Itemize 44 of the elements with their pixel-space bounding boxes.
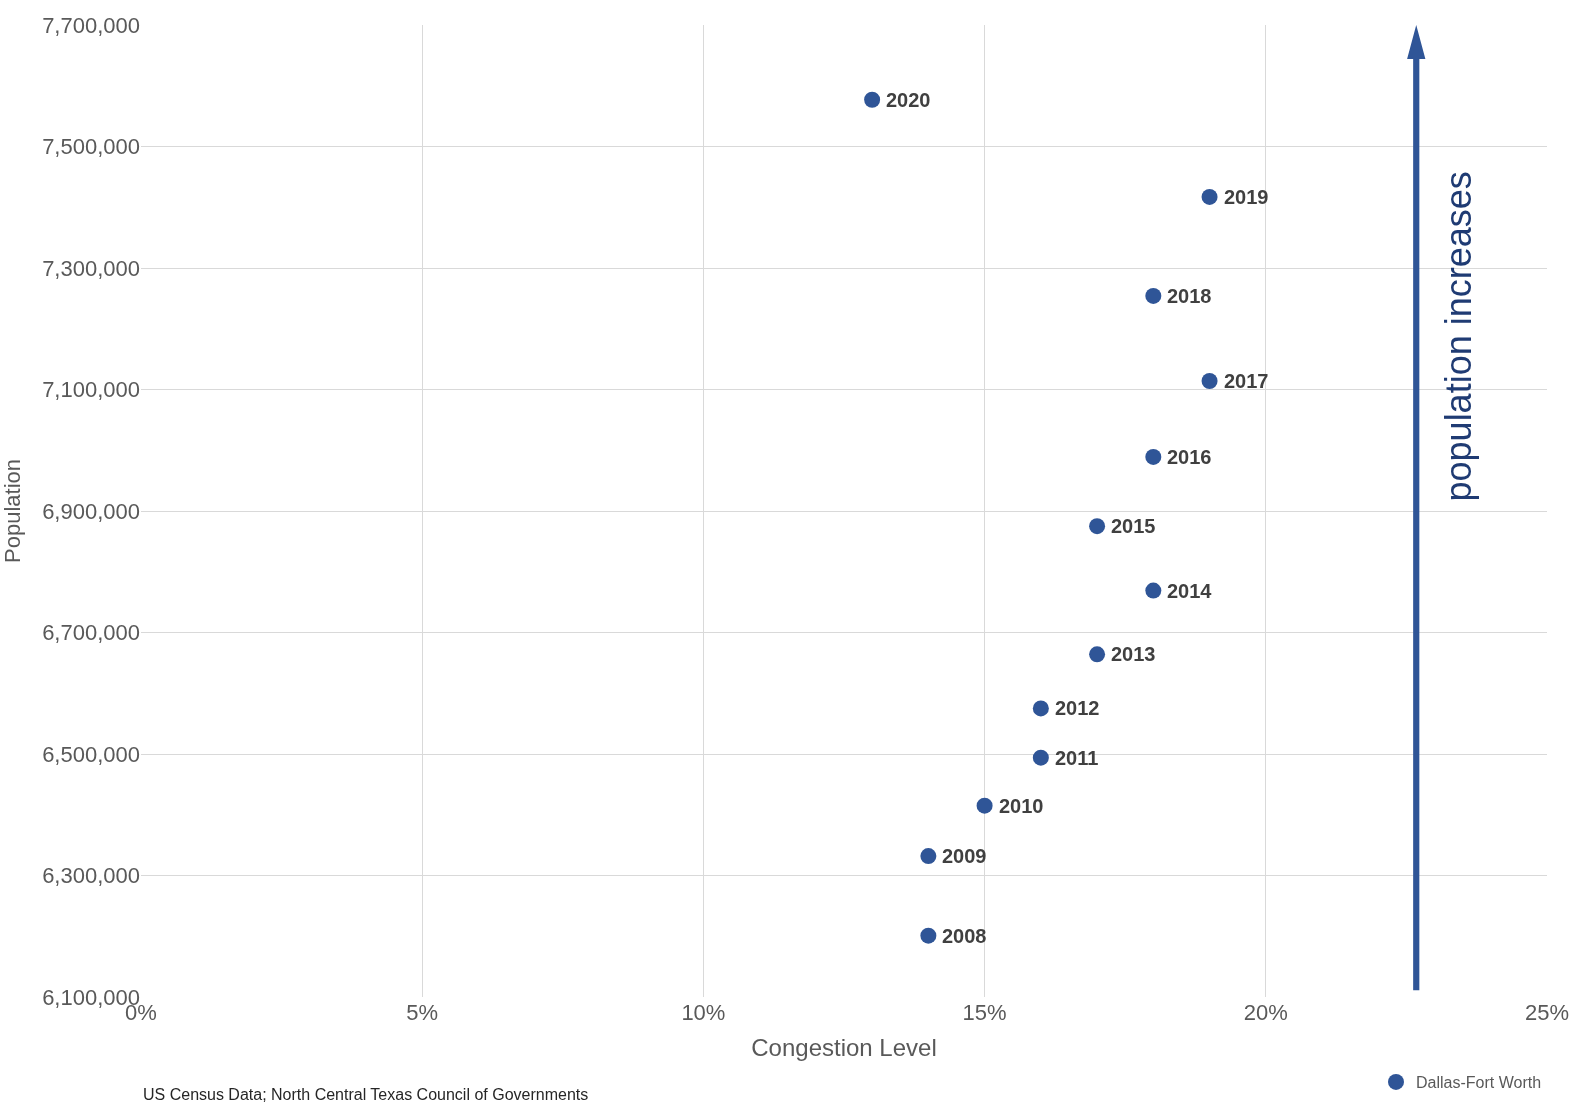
point bbox=[1201, 188, 1218, 205]
legend-label: Dallas-Fort Worth bbox=[1416, 1074, 1542, 1092]
annotation: 2010 bbox=[999, 795, 1044, 817]
y-tick-label: 7,300,000 bbox=[42, 255, 140, 281]
y-tick-label: 6,900,000 bbox=[42, 498, 140, 524]
y-axis-title: Population bbox=[0, 459, 25, 563]
x-tick-label: 15% bbox=[962, 1000, 1007, 1025]
point bbox=[1145, 287, 1162, 304]
point bbox=[1201, 372, 1218, 389]
point bbox=[1145, 582, 1162, 599]
x-tick-label: 25% bbox=[1524, 1000, 1570, 1025]
point bbox=[1032, 700, 1049, 717]
point bbox=[1032, 749, 1049, 766]
x-axis-title: Congestion Level bbox=[751, 1034, 937, 1062]
point bbox=[1145, 448, 1162, 465]
y-tick-label: 7,100,000 bbox=[42, 377, 140, 403]
x-tick-label: 20% bbox=[1243, 1000, 1288, 1025]
y-tick-label: 7,700,000 bbox=[42, 12, 140, 38]
y-tick-label: 6,500,000 bbox=[42, 741, 140, 767]
text: US Census Data; North Central Texas Council of Governments bbox=[143, 1086, 589, 1103]
annotation: 2019 bbox=[1224, 186, 1269, 208]
x-tick-label: 10% bbox=[681, 1000, 726, 1025]
y-tick-label: 6,300,000 bbox=[42, 863, 140, 889]
annotation: 2012 bbox=[1055, 697, 1100, 719]
point bbox=[920, 848, 937, 865]
annotation: 2016 bbox=[1167, 446, 1212, 468]
annotation: 2020 bbox=[886, 89, 931, 111]
point bbox=[920, 927, 937, 944]
x-tick-label: 5% bbox=[406, 1000, 439, 1025]
annotation: population increases bbox=[1438, 171, 1480, 502]
point bbox=[976, 797, 993, 814]
point bbox=[1089, 518, 1106, 535]
y-tick-label: 7,500,000 bbox=[42, 134, 140, 160]
annotation: 2013 bbox=[1111, 643, 1156, 665]
annotation: 2014 bbox=[1167, 580, 1213, 602]
point bbox=[864, 91, 881, 108]
point bbox=[1089, 646, 1106, 663]
annotation: 2015 bbox=[1111, 515, 1156, 537]
annotation: 2009 bbox=[942, 845, 987, 867]
annotation: 2017 bbox=[1224, 370, 1269, 392]
annotation: 2008 bbox=[942, 925, 987, 947]
annotation: 2011 bbox=[1055, 747, 1099, 769]
annotation: 2018 bbox=[1167, 285, 1212, 307]
y-tick-label: 6,700,000 bbox=[42, 620, 140, 646]
